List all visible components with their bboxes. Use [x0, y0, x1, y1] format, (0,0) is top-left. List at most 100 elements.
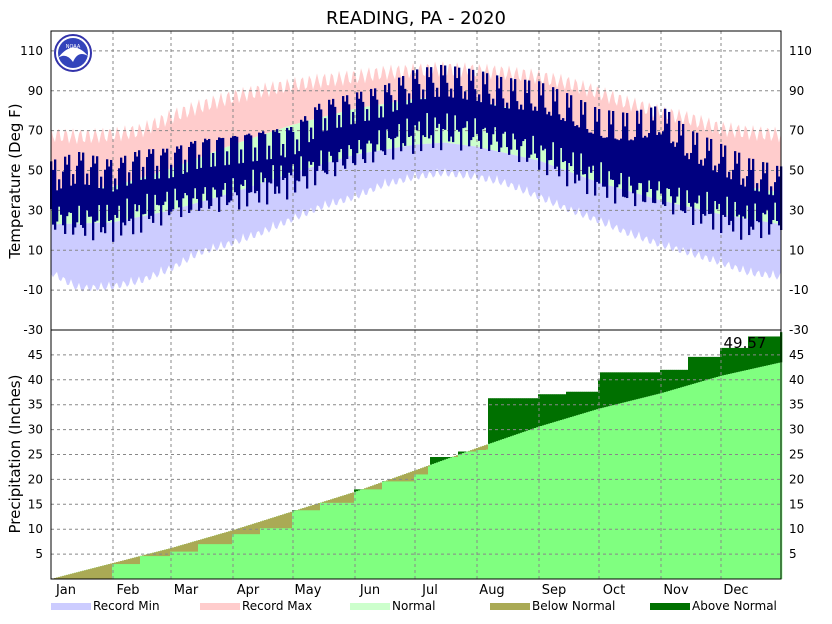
observed-temperature-bar — [430, 67, 432, 135]
observed-temperature-bar — [136, 157, 138, 212]
below-normal-area — [200, 539, 202, 544]
below-normal-area — [330, 499, 332, 502]
normal-precipitation-area — [334, 498, 336, 579]
observed-temperature-bar — [88, 185, 90, 217]
observed-temperature-bar — [528, 81, 530, 158]
observed-temperature-bar — [600, 136, 602, 162]
above-normal-area — [600, 372, 602, 408]
normal-precipitation-area — [300, 509, 302, 579]
below-normal-area — [376, 484, 378, 489]
normal-precipitation-area — [326, 501, 328, 579]
observed-temperature-bar — [706, 138, 708, 192]
precipitation-tick-label-left: 5 — [35, 547, 43, 561]
observed-temperature-bar — [116, 189, 118, 218]
observed-temperature-bar — [276, 129, 278, 186]
observed-temperature-bar — [368, 121, 370, 141]
chart-title: READING, PA - 2020 — [326, 8, 506, 29]
normal-precipitation-area — [646, 397, 648, 579]
above-normal-area — [582, 392, 584, 414]
observed-temperature-bar — [598, 109, 600, 183]
above-normal-area — [444, 457, 446, 460]
observed-temperature-bar — [572, 121, 574, 152]
above-normal-area — [652, 372, 654, 395]
below-normal-area — [486, 445, 488, 450]
observed-temperature-bar — [606, 137, 608, 198]
observed-temperature-bar — [362, 102, 364, 159]
above-normal-area — [548, 394, 550, 423]
normal-precipitation-area — [328, 500, 330, 579]
observed-temperature-bar — [676, 143, 678, 197]
temperature-tick-label-right: 50 — [789, 164, 804, 178]
normal-precipitation-area — [366, 488, 368, 579]
normal-precipitation-area — [740, 371, 742, 579]
normal-precipitation-area — [630, 401, 632, 579]
below-normal-area — [210, 537, 212, 545]
observed-temperature-bar — [470, 81, 472, 140]
normal-precipitation-area — [446, 459, 448, 579]
observed-temperature-bar — [366, 109, 368, 143]
observed-temperature-bar — [696, 133, 698, 204]
observed-temperature-bar — [296, 139, 298, 180]
below-normal-area — [104, 565, 106, 579]
normal-precipitation-area — [434, 463, 436, 579]
month-tick-label: May — [295, 583, 322, 598]
above-normal-area — [678, 370, 680, 388]
normal-precipitation-area — [266, 519, 268, 579]
above-normal-area — [580, 392, 582, 414]
normal-precipitation-area — [460, 454, 462, 579]
legend-label: Record Max — [242, 599, 312, 613]
observed-temperature-bar — [184, 160, 186, 193]
normal-precipitation-area — [594, 410, 596, 579]
above-normal-area — [702, 357, 704, 381]
below-normal-area — [284, 514, 286, 528]
above-normal-area — [526, 398, 528, 431]
normal-precipitation-area — [696, 383, 698, 579]
observed-temperature-bar — [494, 106, 496, 127]
observed-temperature-bar — [104, 170, 106, 234]
normal-precipitation-area — [312, 505, 314, 579]
observed-temperature-bar — [206, 140, 208, 200]
observed-temperature-bar — [740, 185, 742, 240]
observed-temperature-bar — [630, 139, 632, 185]
below-normal-area — [124, 560, 126, 564]
observed-temperature-bar — [170, 165, 172, 212]
normal-precipitation-area — [372, 485, 374, 579]
observed-temperature-bar — [540, 95, 542, 145]
observed-temperature-bar — [378, 118, 380, 131]
observed-temperature-bar — [350, 124, 352, 149]
above-normal-area — [686, 370, 688, 386]
observed-temperature-bar — [728, 172, 730, 225]
normal-precipitation-area — [778, 363, 780, 579]
below-normal-area — [72, 573, 74, 579]
observed-temperature-bar — [246, 135, 248, 207]
normal-precipitation-area — [308, 506, 310, 579]
above-normal-area — [532, 398, 534, 428]
observed-temperature-bar — [110, 160, 112, 220]
precipitation-tick-label-left: 35 — [28, 398, 43, 412]
below-normal-area — [364, 488, 366, 489]
below-normal-area — [144, 555, 146, 556]
above-normal-area — [770, 336, 772, 364]
observed-temperature-bar — [660, 134, 662, 193]
below-normal-area — [346, 494, 348, 502]
observed-temperature-bar — [234, 136, 236, 192]
observed-temperature-bar — [354, 124, 356, 165]
observed-temperature-bar — [492, 99, 494, 135]
normal-precipitation-area — [746, 370, 748, 579]
normal-precipitation-area — [616, 404, 618, 579]
normal-precipitation-area — [200, 539, 202, 579]
observed-temperature-bar — [306, 121, 308, 189]
above-normal-area — [506, 398, 508, 437]
normal-precipitation-area — [502, 439, 504, 579]
normal-precipitation-area — [418, 469, 420, 579]
observed-temperature-bar — [62, 172, 64, 226]
observed-temperature-bar — [604, 138, 606, 187]
above-normal-area — [446, 457, 448, 459]
observed-temperature-bar — [240, 149, 242, 184]
above-normal-area — [604, 372, 606, 407]
normal-precipitation-area — [148, 554, 150, 579]
above-normal-area — [698, 357, 700, 382]
below-normal-area — [396, 477, 398, 482]
normal-precipitation-area — [664, 392, 666, 579]
normal-precipitation-area — [346, 494, 348, 579]
